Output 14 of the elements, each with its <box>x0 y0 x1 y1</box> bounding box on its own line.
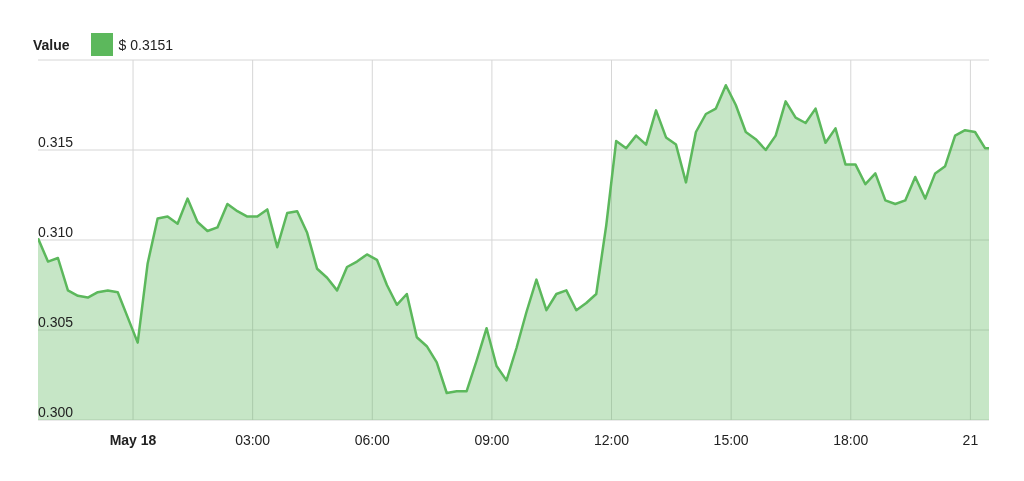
y-tick-label: 0.305 <box>38 314 74 330</box>
x-tick-label: 18:00 <box>833 432 869 448</box>
legend-title: Value <box>33 36 70 53</box>
x-tick-label: 21 <box>962 432 979 448</box>
y-tick-label: 0.300 <box>38 404 74 420</box>
x-tick-label: 15:00 <box>713 432 749 448</box>
x-tick-label: 12:00 <box>594 432 630 448</box>
x-tick-label: 06:00 <box>354 432 390 448</box>
y-tick-label: 0.315 <box>38 134 74 150</box>
x-tick-label: 03:00 <box>235 432 271 448</box>
legend-label: $ 0.3151 <box>118 36 174 53</box>
y-tick-label: 0.310 <box>38 224 74 240</box>
x-tick-label: May 18 <box>109 432 157 448</box>
x-tick-label: 09:00 <box>474 432 510 448</box>
